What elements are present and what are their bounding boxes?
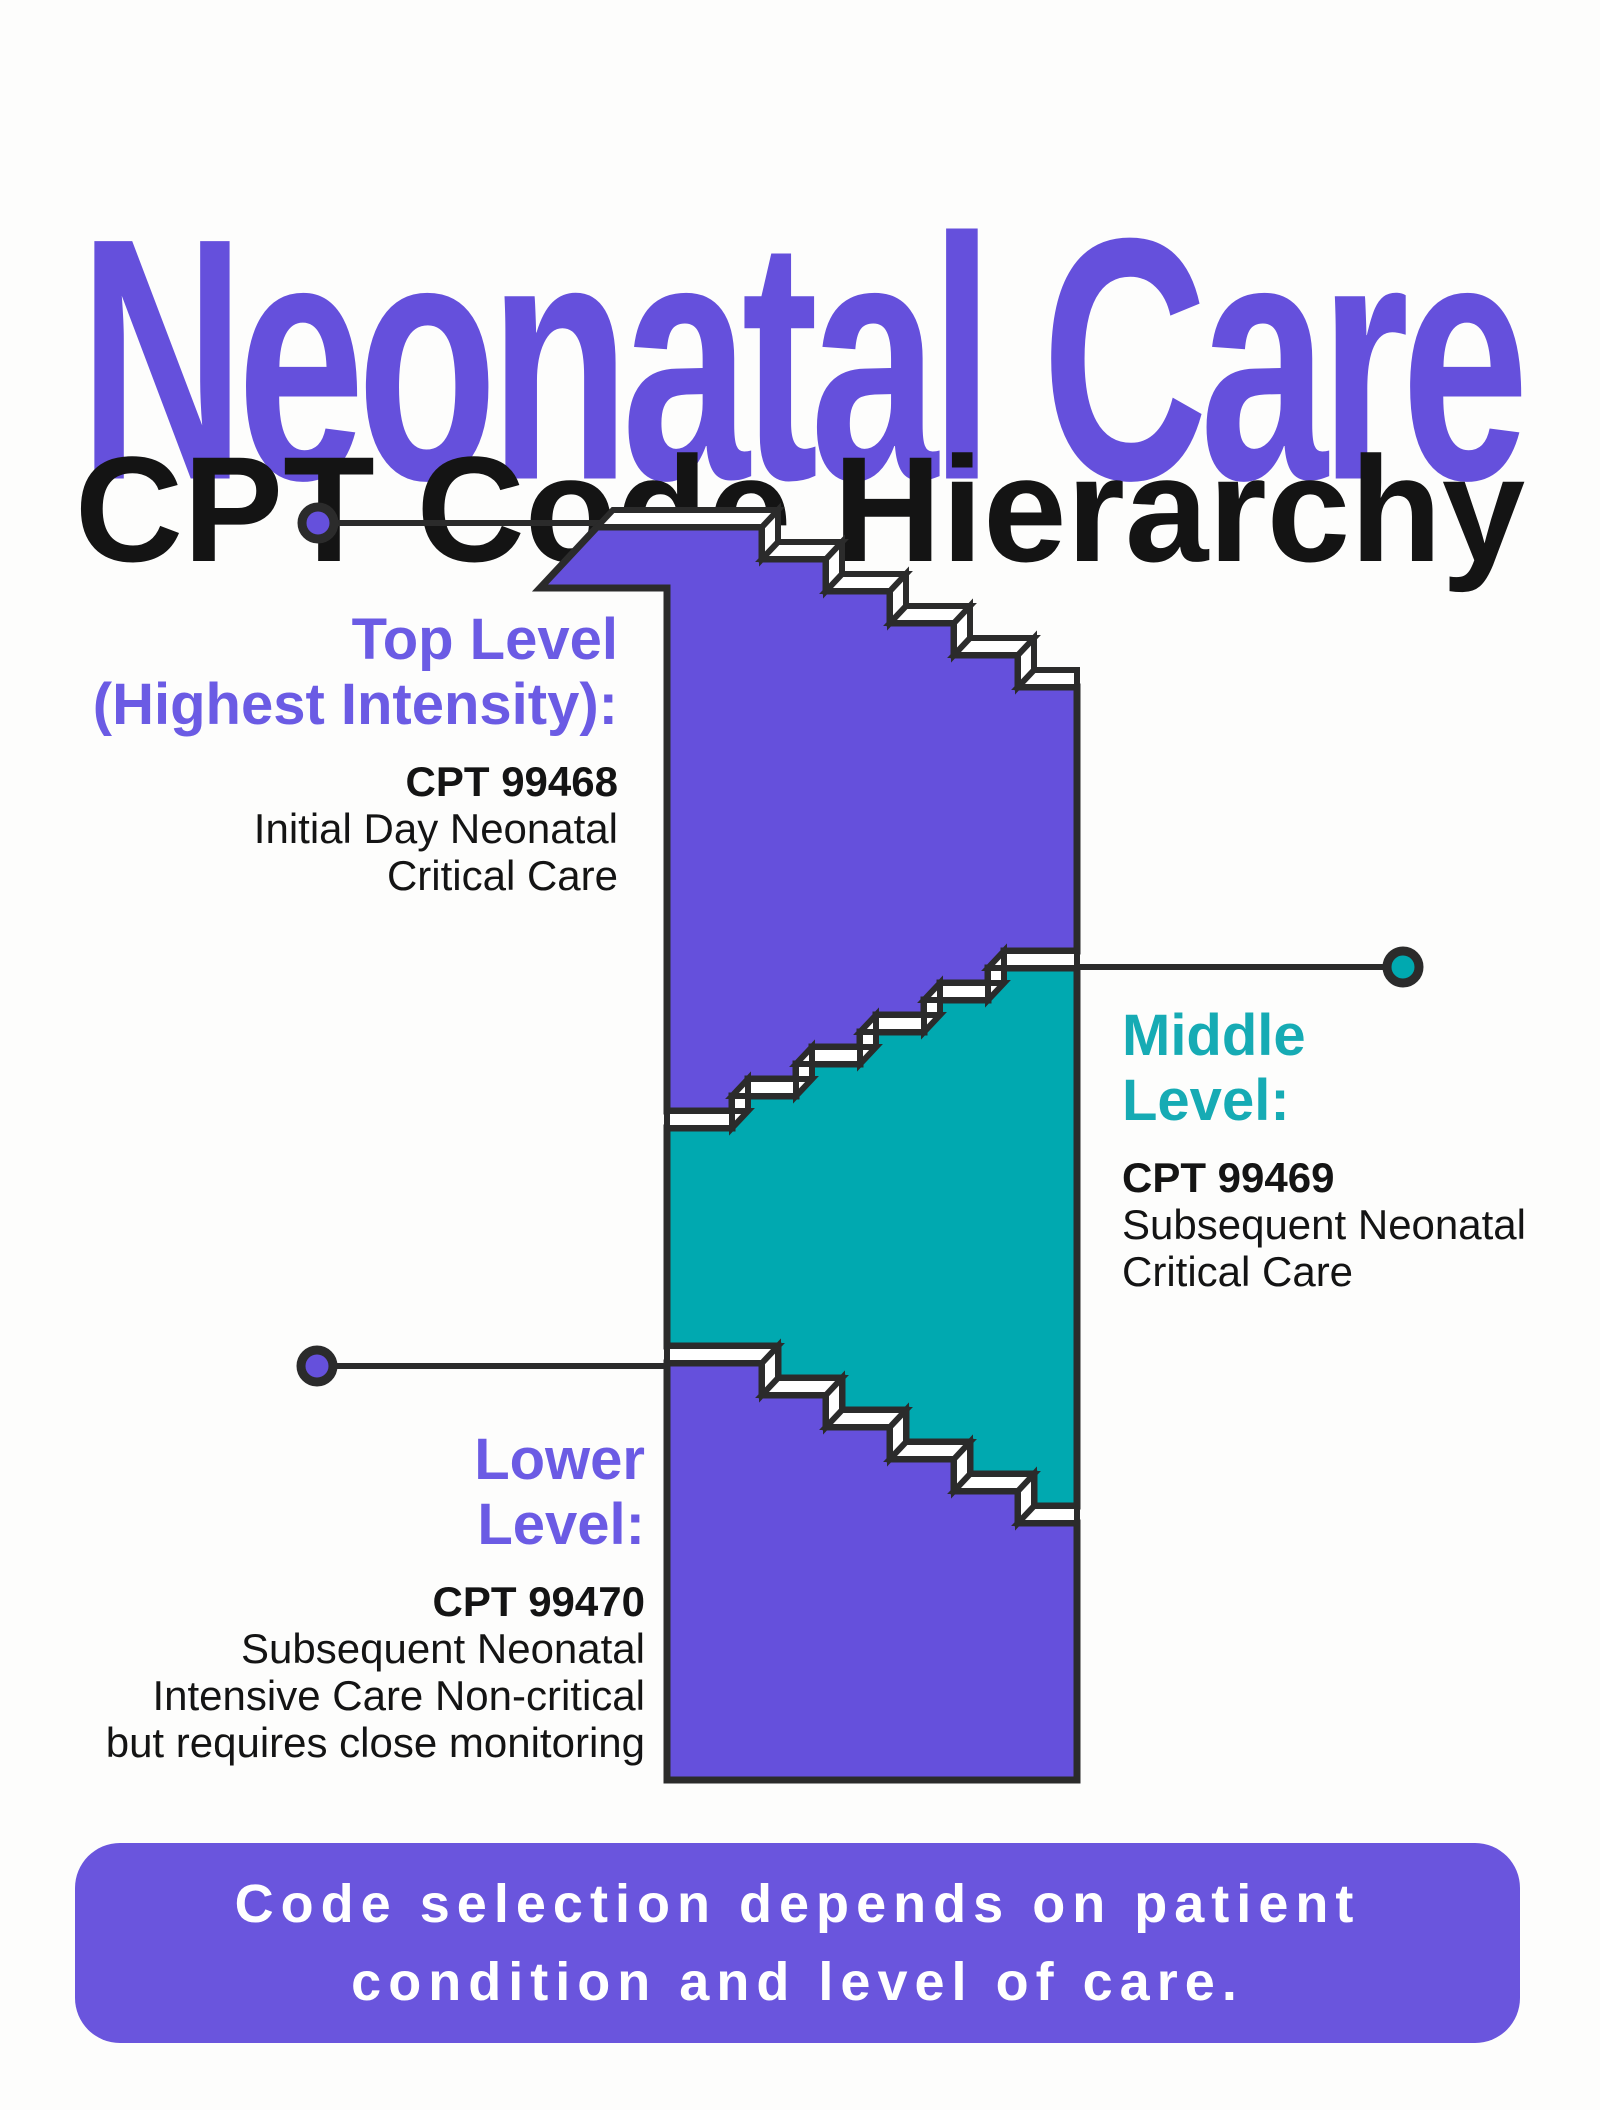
level-top-label-line2: (Highest Intensity): bbox=[92, 671, 618, 737]
level-lower-code: CPT 99470 bbox=[432, 1577, 645, 1625]
level-lower-label-line2: Level: bbox=[477, 1491, 645, 1557]
level-middle-label-line2: Level: bbox=[1122, 1067, 1290, 1133]
stair-treads-middle bbox=[664, 943, 1080, 1136]
callout-dot-top-level bbox=[297, 502, 339, 544]
level-middle-code: CPT 99469 bbox=[1122, 1153, 1335, 1201]
level-top-code: CPT 99468 bbox=[405, 757, 618, 805]
level-lower-desc-line1: Subsequent Neonatal bbox=[241, 1624, 645, 1672]
level-top-desc-line2: Critical Care bbox=[386, 851, 618, 899]
stair-treads-top bbox=[590, 502, 1080, 695]
level-top-desc-line1: Initial Day Neonatal bbox=[253, 804, 618, 852]
level-middle-desc-line2: Critical Care bbox=[1122, 1247, 1354, 1295]
footer-text-line1: Code selection depends on patient bbox=[234, 1873, 1361, 1934]
footer-banner: Code selection depends on patient condit… bbox=[75, 1843, 1520, 2043]
level-block-middle: Middle Level: CPT 99469 Subsequent Neona… bbox=[1122, 1003, 1526, 1295]
page-title: Neonatal Care bbox=[78, 166, 1529, 553]
level-lower-desc-line3: but requires close monitoring bbox=[105, 1719, 645, 1766]
stair-treads-bottom bbox=[664, 1338, 1080, 1531]
level-middle-label-line1: Middle bbox=[1122, 1003, 1306, 1068]
callout-dot-lower-level bbox=[296, 1345, 338, 1387]
callout-dot-middle-level bbox=[1382, 946, 1424, 988]
level-top-label-line1: Top Level bbox=[351, 607, 618, 672]
level-lower-desc-line2: Intensive Care Non-critical bbox=[152, 1671, 645, 1719]
level-block-lower: Lower Level: CPT 99470 Subsequent Neonat… bbox=[105, 1427, 645, 1766]
level-middle-desc-line1: Subsequent Neonatal bbox=[1122, 1200, 1526, 1248]
level-lower-label-line1: Lower bbox=[474, 1427, 645, 1492]
level-block-top: Top Level (Highest Intensity): CPT 99468… bbox=[92, 607, 618, 899]
footer-text-line2: condition and level of care. bbox=[351, 1952, 1244, 2012]
